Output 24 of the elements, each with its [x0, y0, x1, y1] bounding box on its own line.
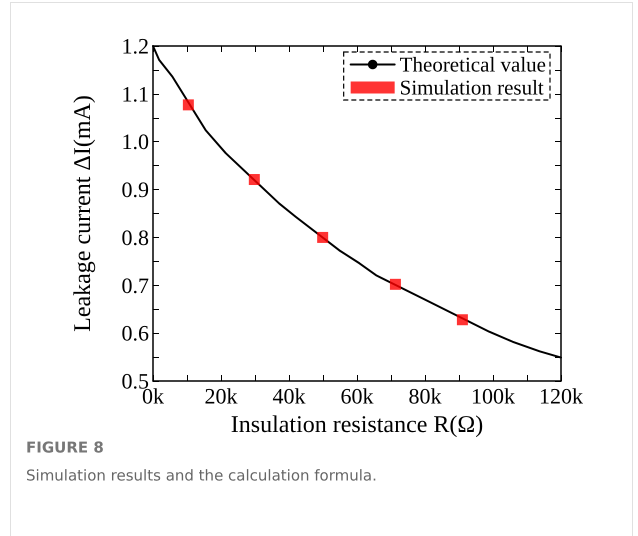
caption: FIGURE 8 [26, 438, 104, 456]
y-tick-label: 0.8 [122, 224, 149, 250]
x-tick-label: 100k [471, 384, 515, 408]
y-tick-label: 1.2 [122, 34, 149, 58]
y-tick-label: 0.9 [122, 177, 149, 202]
y-tick-label: 0.6 [122, 320, 149, 346]
x-tick-label: 20k [204, 384, 238, 408]
y-axis-title: Leakage current ΔI(mA) [70, 95, 96, 332]
x-tick-label: 40k [272, 384, 306, 408]
text: Simulation results and the calculation formula. [26, 466, 377, 484]
y-tick-label: 1.0 [122, 129, 149, 154]
legend-label: Theoretical value [400, 52, 546, 76]
point [317, 232, 328, 243]
point [248, 174, 260, 186]
point [182, 99, 194, 110]
x-tick-label: 60k [340, 384, 374, 408]
x-axis-title: Insulation resistance R(Ω) [230, 412, 484, 438]
y-tick-label: 1.1 [122, 81, 149, 106]
point [456, 314, 468, 326]
y-tick-label: 0.7 [122, 272, 149, 298]
point [390, 278, 401, 290]
x-tick-label: 80k [408, 384, 442, 408]
legend-label: Simulation result [400, 76, 544, 100]
x-tick-label: 120k [539, 384, 583, 408]
